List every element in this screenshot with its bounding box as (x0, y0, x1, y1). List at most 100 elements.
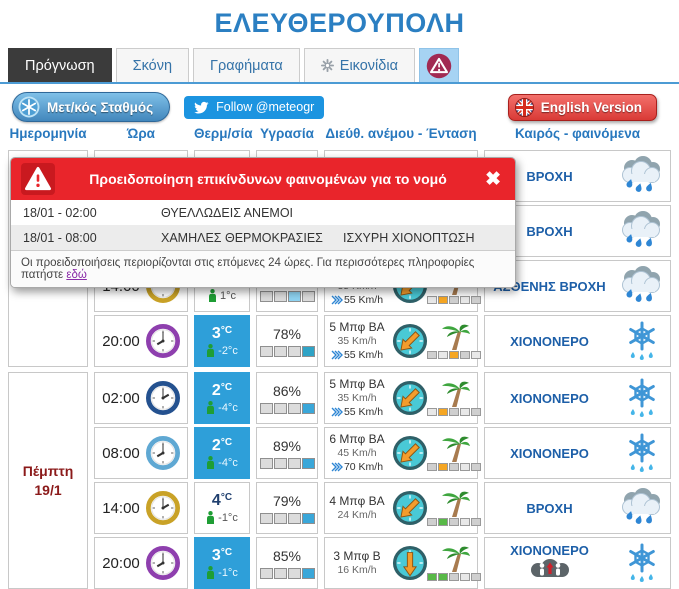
weather-label: ΒΡΟΧΗ (526, 168, 573, 184)
person-icon (208, 289, 216, 303)
weather-label: ΑΣΘΕΝΗΣ ΒΡΟΧΗ (493, 278, 606, 294)
palm-tree-icon (442, 491, 470, 517)
feels-like-value: -4°c (218, 456, 238, 469)
clock-icon (145, 491, 180, 525)
day-name: Πέμπτη (22, 463, 74, 479)
humidity-cell: 78% (256, 315, 318, 367)
tab-label: Εικονίδια (339, 57, 398, 74)
forecast-row: 02:00 2°C -4°c (94, 372, 671, 424)
temperature-value: 4°C (211, 491, 233, 509)
weather-cell: ΧΙΟΝΟΝΕΡΟ (484, 315, 671, 367)
wind-cell: 4 Μπφ ΒΑ 24 Km/h (324, 482, 481, 534)
forecast-row: 08:00 2°C -4°c (94, 427, 671, 479)
wind-cell: 3 Μπφ Β 16 Km/h (324, 537, 481, 589)
snowflake-drops-icon (629, 321, 655, 360)
warning-dialog-title: Προειδοποίηση επικίνδυνων φαινομένων για… (89, 171, 447, 187)
toolbar: Μετ/κός Σταθμός Follow @meteogr English … (12, 92, 657, 122)
palm-wind-indicator (427, 381, 481, 416)
station-button[interactable]: Μετ/κός Σταθμός (12, 92, 171, 122)
time-label: 14:00 (102, 499, 140, 517)
weather-icon (614, 542, 670, 584)
wind-cell: 6 Μπφ ΒΑ 45 Km/h 70 Km/h (324, 427, 481, 479)
temperature-value: 2°C (211, 436, 233, 454)
wind-gust: 55 Km/h (325, 349, 389, 362)
humidity-value: 79% (272, 492, 302, 509)
follow-button-label: Follow @meteogr (216, 100, 315, 114)
tab-label: Γραφήματα (210, 57, 283, 74)
date-cell: Πέμπτη 19/1 (8, 372, 88, 589)
weather-cell: ΒΡΟΧΗ (484, 482, 671, 534)
feels-like-value: -1°c (218, 566, 238, 579)
wind-compass-icon (392, 323, 428, 359)
warning-dialog-footer: Οι προειδοποιήσεις περιορίζονται στις επ… (11, 250, 515, 287)
temperature-value: 2°C (211, 381, 233, 399)
warning-time: 18/01 - 08:00 (23, 230, 97, 245)
col-header-wind: Διεύθ. ανέμου - Ένταση (325, 126, 477, 141)
clock-icon (145, 546, 180, 580)
warning-triangle-icon (21, 163, 55, 195)
wind-speed: 16 Km/h (337, 563, 377, 576)
tab-warnings[interactable] (418, 48, 459, 82)
humidity-value: 86% (272, 382, 302, 399)
palm-tree-icon (442, 436, 470, 462)
wind-gust: 70 Km/h (325, 461, 389, 474)
humidity-cell: 79% (256, 482, 318, 534)
humidity-bar (259, 512, 315, 524)
person-icon (207, 511, 215, 525)
tab-label: Σκόνη (132, 57, 173, 74)
person-icon (207, 566, 215, 580)
weather-icon (614, 210, 670, 252)
weather-label: ΧΙΟΝΟΝΕΡΟ (510, 542, 589, 558)
time-cell: 02:00 (94, 372, 188, 424)
warning-triangle-icon (426, 53, 452, 78)
palm-wind-indicator (427, 324, 481, 359)
rain-cloud-icon (622, 488, 660, 524)
person-icon (207, 456, 215, 470)
time-label: 08:00 (102, 444, 140, 462)
temperature-cell: 2°C -4°c (194, 372, 250, 424)
follow-button[interactable]: Follow @meteogr (184, 95, 325, 119)
english-version-label: English Version (540, 99, 642, 115)
tab-forecast[interactable]: Πρόγνωση (8, 48, 112, 82)
tab-icons[interactable]: Εικονίδια (303, 48, 415, 82)
warning-dialog: Προειδοποίηση επικίνδυνων φαινομένων για… (10, 157, 516, 288)
weather-icon (614, 265, 670, 307)
page-title: ΕΛΕΥΘΕΡΟΥΠΟΛΗ (214, 8, 465, 38)
palm-wind-indicator (427, 436, 481, 471)
english-version-button[interactable]: English Version (507, 93, 657, 121)
time-label: 02:00 (102, 389, 140, 407)
wind-beaufort: 3 Μπφ Β (333, 548, 381, 563)
wind-beaufort: 4 Μπφ ΒΑ (329, 493, 385, 508)
feels-like-value: -4°c (218, 401, 238, 414)
warning-row: 18/01 - 02:00 ΘΥΕΛΛΩΔΕΙΣ ΑΝΕΜΟΙ (11, 200, 515, 225)
snowflake-circle-icon (18, 96, 40, 118)
clock-icon (145, 381, 180, 415)
gust-chevrons-icon (331, 407, 343, 417)
time-cell: 14:00 (94, 482, 188, 534)
humidity-value: 89% (272, 437, 302, 454)
day-group-19-1: Πέμπτη 19/1 02:00 (8, 372, 671, 589)
table-header-row: Ημερομηνία Ώρα Θερμ/σία Υγρασία Διεύθ. α… (8, 126, 671, 141)
tab-charts[interactable]: Γραφήματα (193, 48, 300, 82)
humidity-bar (259, 457, 315, 469)
beaufort-bar (427, 462, 481, 471)
weather-icon (614, 155, 670, 197)
weather-label: ΒΡΟΧΗ (526, 500, 573, 516)
palm-tree-icon (442, 381, 470, 407)
feels-like: 1°c (208, 289, 236, 303)
humidity-cell: 89% (256, 427, 318, 479)
temperature-value: 3°C (211, 324, 233, 342)
wind-gust: 55 Km/h (325, 406, 389, 419)
rain-cloud-icon (622, 156, 660, 192)
weather-label: ΒΡΟΧΗ (526, 223, 573, 239)
rain-cloud-icon (622, 266, 660, 302)
more-info-link[interactable]: εδώ (66, 269, 87, 281)
tab-dust[interactable]: Σκόνη (115, 48, 190, 82)
weather-label: ΧΙΟΝΟΝΕΡΟ (510, 445, 589, 461)
time-label: 20:00 (102, 554, 140, 572)
palm-tree-icon (442, 324, 470, 350)
time-label: 20:00 (102, 332, 140, 350)
close-icon[interactable]: ✖ (485, 168, 501, 190)
gust-chevrons-icon (331, 462, 343, 472)
weather-cell: ΧΙΟΝΟΝΕΡΟ (484, 372, 671, 424)
